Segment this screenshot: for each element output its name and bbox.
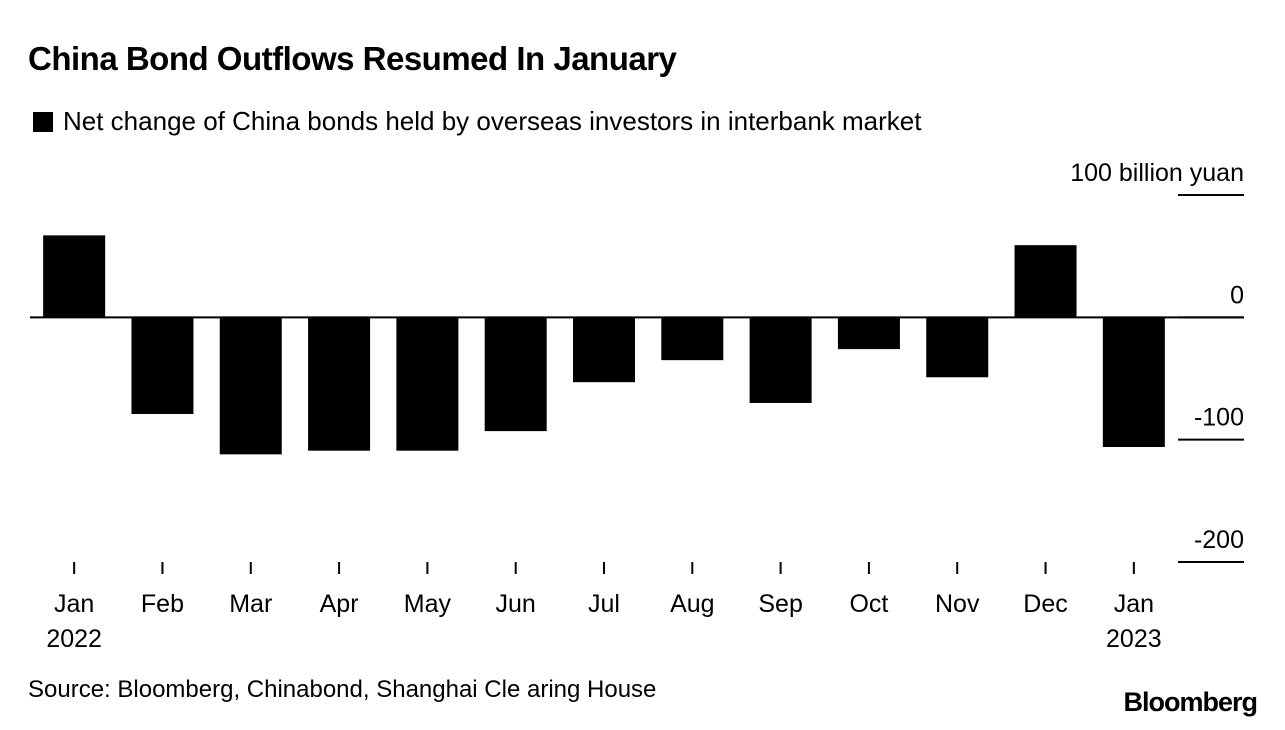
bar (308, 317, 371, 451)
y-tick-label: 100 billion yuan (1070, 159, 1244, 187)
x-tick-label: Jul (588, 590, 620, 618)
bar (837, 317, 900, 350)
y-tick-label: -200 (1194, 526, 1244, 554)
x-tick-label: Feb (141, 590, 184, 618)
bar (484, 317, 547, 432)
y-tick-label: -100 (1194, 404, 1244, 432)
legend-label: Net change of China bonds held by overse… (63, 106, 922, 136)
bar (1014, 245, 1077, 318)
legend: Net change of China bonds held by overse… (33, 106, 921, 137)
bar (396, 317, 459, 451)
bar (573, 317, 635, 383)
bar (661, 317, 724, 361)
x-tick-label: Oct (849, 590, 888, 618)
bar (43, 235, 106, 318)
x-year-label: 2023 (1106, 625, 1162, 653)
x-tick-label: Jan (54, 590, 94, 618)
x-tick-label: Aug (670, 590, 714, 618)
bar (219, 317, 282, 455)
x-tick-label: May (404, 590, 452, 618)
y-tick-label: 0 (1230, 281, 1244, 309)
bar (131, 317, 194, 414)
source-note: Source: Bloomberg, Chinabond, Shanghai C… (28, 676, 657, 703)
bar (749, 317, 812, 403)
x-tick-label: Jun (496, 590, 536, 618)
x-year-label: 2022 (46, 625, 102, 653)
chart-title: China Bond Outflows Resumed In January (28, 40, 677, 77)
x-tick-label: Apr (320, 590, 359, 618)
legend-swatch (33, 111, 53, 132)
bloomberg-logo: Bloomberg (1123, 687, 1258, 717)
x-tick-label: Mar (229, 590, 272, 618)
x-tick-label: Nov (935, 590, 980, 618)
x-tick-label: Sep (758, 590, 802, 618)
bar (926, 317, 989, 378)
bar (1102, 317, 1165, 448)
x-tick-label: Jan (1114, 590, 1154, 618)
x-tick-label: Dec (1023, 590, 1067, 618)
